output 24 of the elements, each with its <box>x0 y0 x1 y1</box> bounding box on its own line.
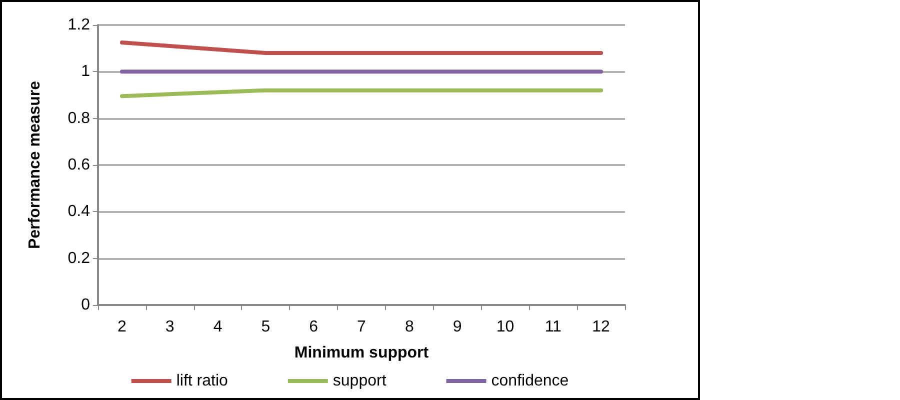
y-tick-label: 0.8 <box>68 110 90 127</box>
x-tick-label: 7 <box>357 318 366 336</box>
legend-label: support <box>332 372 387 390</box>
legend-label: lift ratio <box>176 372 228 390</box>
x-tick-label: 12 <box>592 318 610 336</box>
y-tick-label: 0.2 <box>68 250 90 267</box>
x-tick-label: 5 <box>261 318 270 336</box>
y-tick-label: 0.4 <box>68 203 90 220</box>
x-tick-label: 6 <box>309 318 318 336</box>
y-axis-title: Performance measure <box>26 80 44 250</box>
y-tick-label: 0.6 <box>68 156 90 174</box>
line-series <box>120 40 604 55</box>
y-tick-label: 1 <box>81 63 90 80</box>
x-tick-label: 11 <box>544 318 562 336</box>
x-tick-label: 10 <box>496 318 514 336</box>
x-tick-label: 2 <box>118 318 126 336</box>
x-tick-label: 8 <box>404 318 414 336</box>
legend-label: confidence <box>491 372 569 390</box>
x-axis-title: Minimum support <box>294 344 430 362</box>
x-tick-label: 9 <box>452 318 462 336</box>
y-tick-label: 0 <box>81 296 90 314</box>
y-tick-label: 1.2 <box>68 16 90 34</box>
x-tick-label: 4 <box>213 318 222 336</box>
x-tick-label: 3 <box>165 318 174 336</box>
